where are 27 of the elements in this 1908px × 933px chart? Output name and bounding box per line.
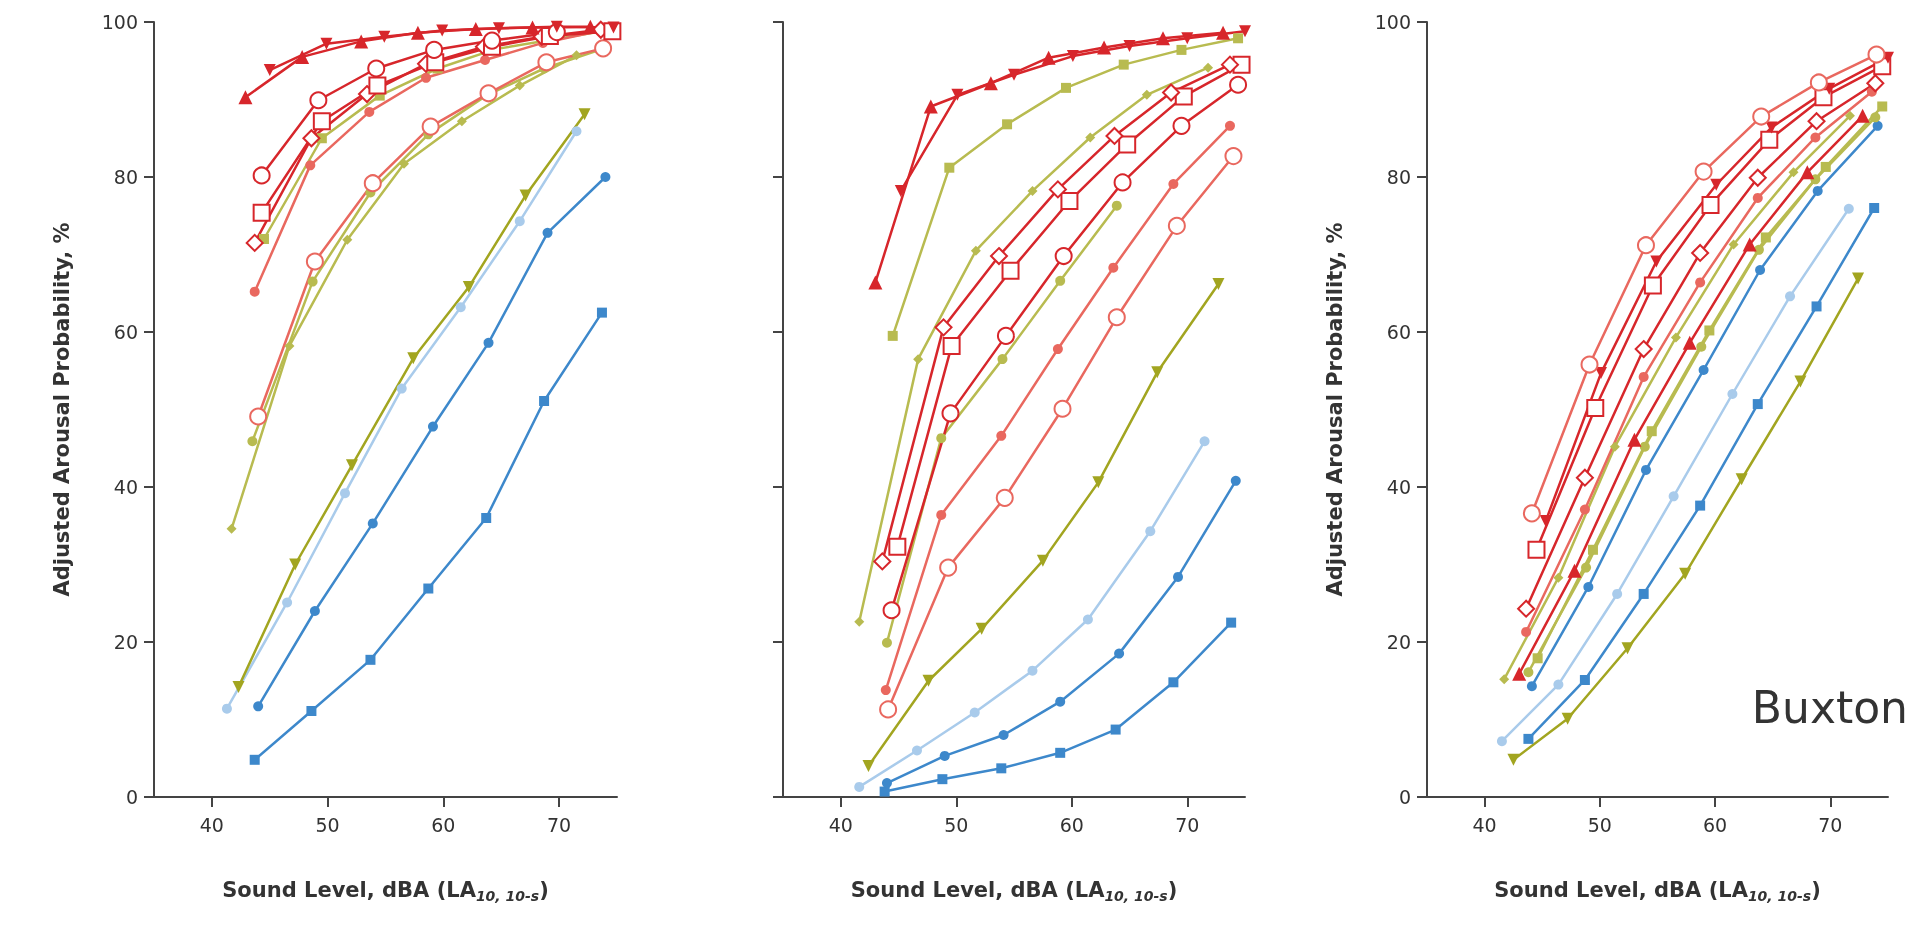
annotation: Buxton — [1751, 681, 1908, 733]
x-tick-label: 40 — [199, 813, 224, 836]
y-tick-label: 80 — [113, 166, 138, 188]
x-tick-label: 50 — [1587, 813, 1612, 836]
y-tick-label: 0 — [125, 786, 138, 808]
x-tick-label: 40 — [828, 813, 853, 836]
y-tick-label: 0 — [1398, 786, 1411, 808]
x-tick-label: 60 — [431, 813, 456, 836]
x-tick-label: 70 — [1175, 813, 1200, 836]
y-tick-label: 40 — [113, 476, 138, 498]
x-tick-label: 40 — [1472, 813, 1497, 836]
y-tick-label: 60 — [1386, 321, 1411, 343]
x-tick-label: 70 — [547, 813, 572, 836]
y-tick-label: 20 — [1386, 631, 1411, 653]
y-axis-title: Adjusted Arousal Probability, % — [49, 222, 74, 597]
y-tick-label: 60 — [113, 321, 138, 343]
x-tick-label: 60 — [1059, 813, 1084, 836]
y-tick-label: 100 — [101, 11, 138, 33]
y-tick-label: 80 — [1386, 166, 1411, 188]
x-tick-label: 50 — [944, 813, 969, 836]
x-tick-label: 60 — [1703, 813, 1728, 836]
y-tick-label: 40 — [1386, 476, 1411, 498]
y-tick-label: 100 — [1374, 11, 1411, 33]
y-tick-label: 20 — [113, 631, 138, 653]
y-axis-title: Adjusted Arousal Probability, % — [1322, 222, 1347, 597]
x-tick-label: 70 — [1818, 813, 1843, 836]
x-tick-label: 50 — [315, 813, 340, 836]
